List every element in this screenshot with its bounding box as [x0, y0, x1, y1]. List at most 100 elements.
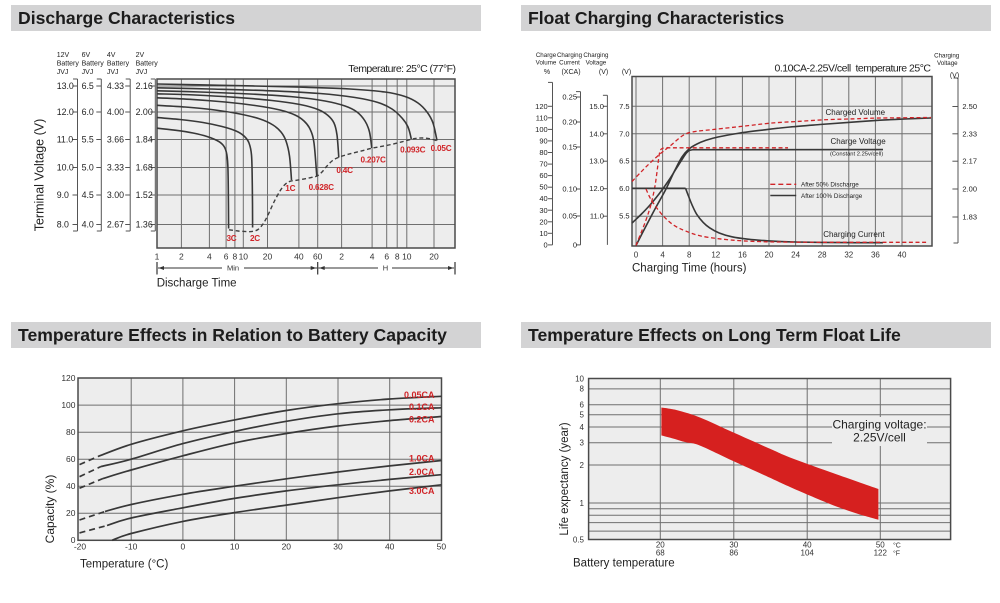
- svg-text:6V: 6V: [82, 52, 91, 59]
- svg-text:(V): (V): [622, 69, 631, 76]
- svg-text:36: 36: [871, 251, 880, 260]
- svg-text:12.0: 12.0: [589, 184, 604, 193]
- svg-text:3.00: 3.00: [107, 190, 124, 200]
- svg-text:6.5: 6.5: [82, 81, 94, 91]
- svg-text:60: 60: [313, 252, 323, 262]
- svg-text:1.0CA: 1.0CA: [409, 454, 435, 464]
- svg-text:50: 50: [876, 541, 885, 550]
- svg-text:4.5: 4.5: [82, 190, 94, 200]
- svg-text:1.84: 1.84: [136, 135, 153, 145]
- svg-text:0.05CA: 0.05CA: [404, 390, 435, 400]
- svg-text:24: 24: [791, 251, 800, 260]
- svg-text:Float Charging Characteristics: Float Charging Characteristics: [528, 8, 784, 28]
- svg-text:10: 10: [239, 252, 249, 262]
- svg-text:0: 0: [544, 240, 548, 249]
- svg-text:4.33: 4.33: [107, 81, 124, 91]
- svg-text:1.68: 1.68: [136, 163, 153, 173]
- svg-text:2: 2: [339, 252, 344, 262]
- svg-text:0.20: 0.20: [562, 118, 577, 127]
- svg-text:8: 8: [687, 251, 692, 260]
- svg-text:3C: 3C: [226, 234, 236, 243]
- svg-text:2.50: 2.50: [962, 102, 977, 111]
- svg-text:(Constant 2.25v/cell): (Constant 2.25v/cell): [830, 152, 883, 158]
- svg-text:80: 80: [66, 427, 76, 437]
- svg-text:122: 122: [874, 549, 888, 558]
- svg-text:0.2CA: 0.2CA: [409, 415, 435, 425]
- svg-text:Charging: Charging: [557, 52, 583, 59]
- svg-text:1C: 1C: [285, 184, 295, 193]
- svg-text:4.0: 4.0: [82, 220, 94, 230]
- svg-text:0.5: 0.5: [573, 535, 585, 544]
- svg-text:40: 40: [539, 194, 547, 203]
- svg-text:70: 70: [539, 160, 547, 169]
- svg-text:-20: -20: [74, 542, 87, 552]
- svg-text:0.628C: 0.628C: [309, 183, 334, 192]
- svg-text:3.66: 3.66: [107, 135, 124, 145]
- svg-text:Discharge Time: Discharge Time: [157, 278, 237, 290]
- svg-text:After 50% Discharge: After 50% Discharge: [801, 182, 859, 189]
- svg-text:2.17: 2.17: [962, 157, 977, 166]
- svg-text:80: 80: [539, 148, 547, 157]
- svg-text:°C: °C: [893, 542, 901, 550]
- svg-text:50: 50: [437, 542, 447, 552]
- svg-text:0.05: 0.05: [562, 212, 577, 221]
- svg-text:Battery: Battery: [57, 61, 80, 68]
- svg-text:6: 6: [224, 252, 229, 262]
- svg-text:2V: 2V: [136, 52, 145, 59]
- svg-text:1: 1: [155, 252, 160, 262]
- svg-text:0.10CA-2.25V/cell temperature: 0.10CA-2.25V/cell temperature 25°C: [775, 63, 932, 75]
- svg-text:14.0: 14.0: [589, 129, 604, 138]
- svg-text:Min: Min: [227, 264, 239, 273]
- svg-text:110: 110: [536, 113, 548, 122]
- svg-text:4: 4: [370, 252, 375, 262]
- svg-text:Charging Time (hours): Charging Time (hours): [632, 263, 747, 275]
- svg-text:Voltage: Voltage: [586, 60, 607, 67]
- svg-text:4: 4: [207, 252, 212, 262]
- svg-text:Battery temperature: Battery temperature: [573, 558, 675, 570]
- svg-text:6.5: 6.5: [619, 157, 629, 166]
- svg-text:12.0: 12.0: [57, 107, 74, 117]
- svg-text:6: 6: [580, 401, 585, 410]
- svg-text:2.16: 2.16: [136, 81, 153, 91]
- svg-text:120: 120: [535, 102, 548, 111]
- svg-text:-10: -10: [125, 542, 138, 552]
- svg-text:0.05C: 0.05C: [431, 144, 452, 153]
- svg-text:30: 30: [333, 542, 343, 552]
- svg-text:16: 16: [738, 251, 747, 260]
- svg-text:50: 50: [539, 183, 547, 192]
- svg-text:32: 32: [844, 251, 853, 260]
- svg-text:20: 20: [765, 251, 774, 260]
- svg-text:40: 40: [294, 252, 304, 262]
- svg-text:8: 8: [580, 385, 585, 394]
- svg-text:0: 0: [181, 542, 186, 552]
- svg-text:30: 30: [729, 541, 738, 550]
- svg-text:Charged Volume: Charged Volume: [826, 108, 886, 117]
- svg-text:8: 8: [233, 252, 238, 262]
- svg-text:5.5: 5.5: [82, 135, 94, 145]
- svg-text:6: 6: [384, 252, 389, 262]
- svg-text:JVJ: JVJ: [82, 69, 94, 76]
- svg-text:12V: 12V: [57, 52, 70, 59]
- svg-text:0.1CA: 0.1CA: [409, 402, 435, 412]
- svg-text:13.0: 13.0: [589, 157, 604, 166]
- svg-text:H: H: [383, 264, 388, 273]
- svg-text:3.33: 3.33: [107, 163, 124, 173]
- svg-text:60: 60: [539, 171, 547, 180]
- svg-text:8: 8: [395, 252, 400, 262]
- svg-text:°F: °F: [893, 550, 900, 558]
- svg-text:Temperature Effects on Long Te: Temperature Effects on Long Term Float L…: [528, 325, 901, 345]
- svg-text:4: 4: [660, 251, 665, 260]
- svg-text:90: 90: [539, 136, 547, 145]
- svg-text:Battery: Battery: [107, 61, 130, 68]
- svg-text:%: %: [544, 69, 550, 76]
- svg-text:0: 0: [573, 240, 577, 249]
- svg-text:(XCA): (XCA): [561, 69, 580, 76]
- svg-text:2: 2: [179, 252, 184, 262]
- svg-text:Voltage: Voltage: [937, 60, 958, 67]
- svg-text:2.67: 2.67: [107, 220, 124, 230]
- svg-text:10.0: 10.0: [57, 163, 74, 173]
- svg-text:12: 12: [711, 251, 720, 260]
- svg-text:Charging voltage:: Charging voltage:: [832, 418, 926, 432]
- svg-text:Terminal Voltage (V): Terminal Voltage (V): [33, 119, 47, 232]
- svg-text:7.5: 7.5: [619, 102, 629, 111]
